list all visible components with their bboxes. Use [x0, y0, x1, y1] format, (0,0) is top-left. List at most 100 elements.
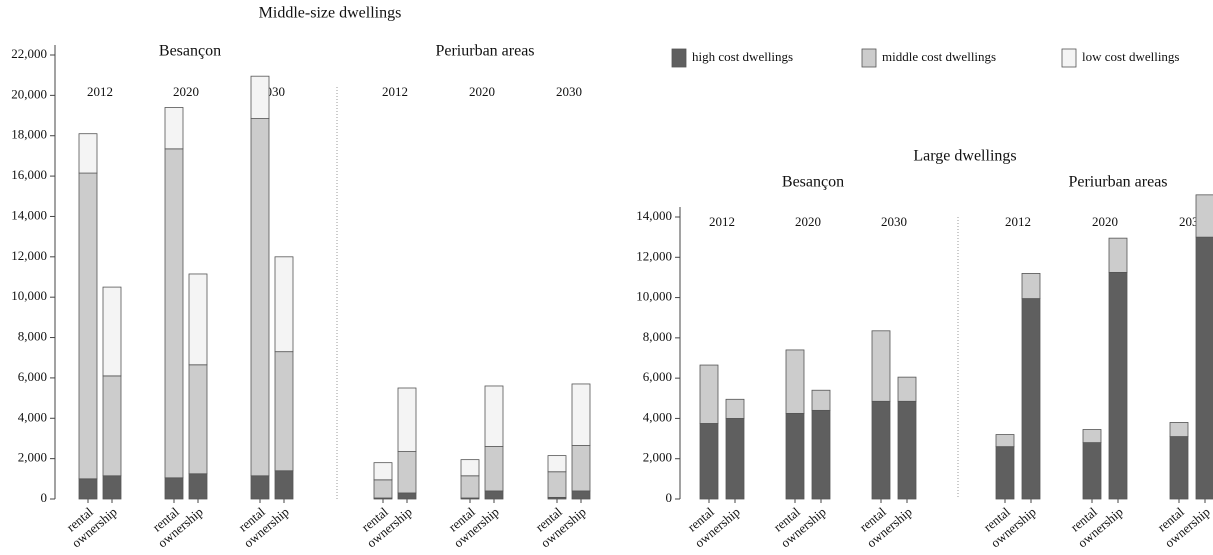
y-tick-label: 0 [666, 490, 673, 505]
bar-segment [484, 490, 504, 500]
bar-segment [725, 398, 745, 419]
bar-segment [274, 256, 294, 353]
bar-segment [102, 286, 122, 377]
bar-segment [1169, 422, 1189, 437]
year-label: 2012 [709, 214, 735, 229]
legend-swatch [861, 48, 877, 68]
year-label: 2030 [881, 214, 907, 229]
y-tick-label: 0 [41, 490, 48, 505]
legend-swatch [1061, 48, 1077, 68]
bar-segment [995, 434, 1015, 448]
bar-segment [78, 478, 98, 500]
bar-segment [1169, 436, 1189, 500]
chart-title: Large dwellings [913, 148, 1016, 165]
y-tick-label: 6,000 [18, 369, 47, 384]
y-tick-label: 14,000 [11, 207, 47, 222]
bar-segment [1108, 237, 1128, 273]
legend-label: middle cost dwellings [882, 49, 996, 64]
bar-segment [871, 400, 891, 500]
y-tick-label: 16,000 [11, 167, 47, 182]
y-tick-label: 14,000 [636, 208, 672, 223]
bar-segment [1021, 272, 1041, 299]
bar-segment [250, 118, 270, 477]
chart-title: Middle-size dwellings [259, 5, 402, 22]
year-label: 2020 [469, 84, 495, 99]
year-label: 2020 [173, 84, 199, 99]
group-label: Besançon [782, 174, 844, 191]
y-tick-label: 18,000 [11, 127, 47, 142]
group-label: Periurban areas [1068, 174, 1167, 191]
bar-segment [1195, 194, 1213, 238]
legend-swatch [671, 48, 687, 68]
bar-segment [1082, 442, 1102, 500]
bar-segment [78, 172, 98, 480]
bar-segment [250, 75, 270, 119]
bar-segment [164, 148, 184, 479]
bar-segment [373, 479, 393, 499]
year-label: 2030 [556, 84, 582, 99]
bar-segment [547, 455, 567, 473]
year-label: 2012 [87, 84, 113, 99]
bar-segment [397, 492, 417, 500]
bar-segment [274, 470, 294, 500]
bar-segment [274, 351, 294, 472]
bar-segment [571, 383, 591, 446]
y-tick-label: 8,000 [18, 329, 47, 344]
bar-segment [188, 473, 208, 500]
bar-segment [102, 375, 122, 477]
bar-segment [1082, 429, 1102, 443]
bar-segment [188, 273, 208, 366]
bar-segment [871, 330, 891, 402]
bar-segment [484, 385, 504, 447]
bar-segment [1021, 298, 1041, 500]
y-tick-label: 4,000 [643, 409, 672, 424]
bar-segment [484, 446, 504, 492]
bar-segment [725, 418, 745, 500]
group-label: Besançon [159, 43, 221, 60]
year-label: 2012 [1005, 214, 1031, 229]
legend-label: low cost dwellings [1082, 49, 1180, 64]
bar-segment [164, 107, 184, 150]
bar-segment [699, 364, 719, 424]
bar-segment [897, 376, 917, 402]
y-tick-label: 10,000 [11, 288, 47, 303]
bar-segment [102, 475, 122, 500]
y-tick-label: 12,000 [636, 248, 672, 263]
legend-label: high cost dwellings [692, 49, 793, 64]
bar-segment [811, 389, 831, 411]
bar-segment [699, 423, 719, 500]
bar-segment [785, 349, 805, 414]
bar-segment [995, 446, 1015, 500]
y-tick-label: 12,000 [11, 248, 47, 263]
y-tick-label: 10,000 [636, 289, 672, 304]
bar-segment [571, 490, 591, 500]
bar-segment [1108, 271, 1128, 500]
bar-segment [397, 387, 417, 452]
bar-segment [547, 471, 567, 498]
y-tick-label: 6,000 [643, 369, 672, 384]
y-tick-label: 2,000 [643, 450, 672, 465]
y-tick-label: 22,000 [11, 46, 47, 61]
y-tick-label: 20,000 [11, 86, 47, 101]
bar-segment [785, 412, 805, 500]
year-label: 2020 [795, 214, 821, 229]
y-tick-label: 2,000 [18, 450, 47, 465]
bar-segment [1195, 236, 1213, 500]
year-label: 2020 [1092, 214, 1118, 229]
bar-segment [460, 459, 480, 477]
bar-segment [571, 445, 591, 492]
bar-segment [188, 364, 208, 475]
group-label: Periurban areas [435, 43, 534, 60]
bar-segment [373, 462, 393, 481]
bar-segment [250, 475, 270, 500]
bar-segment [164, 477, 184, 500]
year-label: 2012 [382, 84, 408, 99]
bar-segment [397, 451, 417, 494]
y-tick-label: 8,000 [643, 329, 672, 344]
bar-segment [460, 475, 480, 499]
y-tick-label: 4,000 [18, 409, 47, 424]
bar-segment [78, 133, 98, 174]
bar-segment [897, 400, 917, 500]
bar-segment [811, 409, 831, 500]
